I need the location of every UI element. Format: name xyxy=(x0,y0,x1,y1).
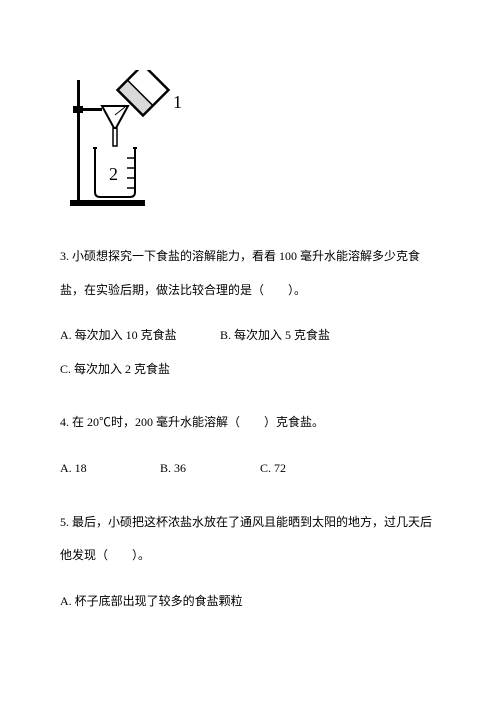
apparatus-diagram: 1 2 xyxy=(65,70,440,215)
q3-option-b: B. 每次加入 5 克食盐 xyxy=(220,319,380,353)
question-3-text: 3. 小硕想探究一下食盐的溶解能力，看看 100 毫升水能溶解多少克食盐，在实验… xyxy=(60,240,440,307)
stand-rod xyxy=(77,80,80,202)
question-5-options: A. 杯子底部出现了较多的食盐颗粒 xyxy=(60,585,440,619)
q4-option-c: C. 72 xyxy=(260,452,360,486)
tilted-vessel xyxy=(118,70,169,115)
question-4-text: 4. 在 20℃时，200 毫升水能溶解（ ）克食盐。 xyxy=(60,406,440,440)
q4-option-b: B. 36 xyxy=(160,452,260,486)
funnel-stem xyxy=(113,128,117,146)
q5-option-a: A. 杯子底部出现了较多的食盐颗粒 xyxy=(60,594,243,608)
q4-option-a: A. 18 xyxy=(60,452,160,486)
q3-option-a: A. 每次加入 10 克食盐 xyxy=(60,319,220,353)
question-5-text: 5. 最后，小硕把这杯浓盐水放在了通风且能晒到太阳的地方，过几天后他发现（ ）。 xyxy=(60,506,440,573)
label-2: 2 xyxy=(109,164,118,184)
question-4-options: A. 18 B. 36 C. 72 xyxy=(60,452,440,486)
base-rect xyxy=(70,200,145,206)
clamp-arm xyxy=(80,108,102,111)
funnel-cone xyxy=(102,106,128,128)
question-3-options: A. 每次加入 10 克食盐 B. 每次加入 5 克食盐 C. 每次加入 2 克… xyxy=(60,319,440,386)
q3-option-c: C. 每次加入 2 克食盐 xyxy=(60,353,170,387)
clamp-block xyxy=(73,106,83,113)
label-1: 1 xyxy=(173,92,182,112)
